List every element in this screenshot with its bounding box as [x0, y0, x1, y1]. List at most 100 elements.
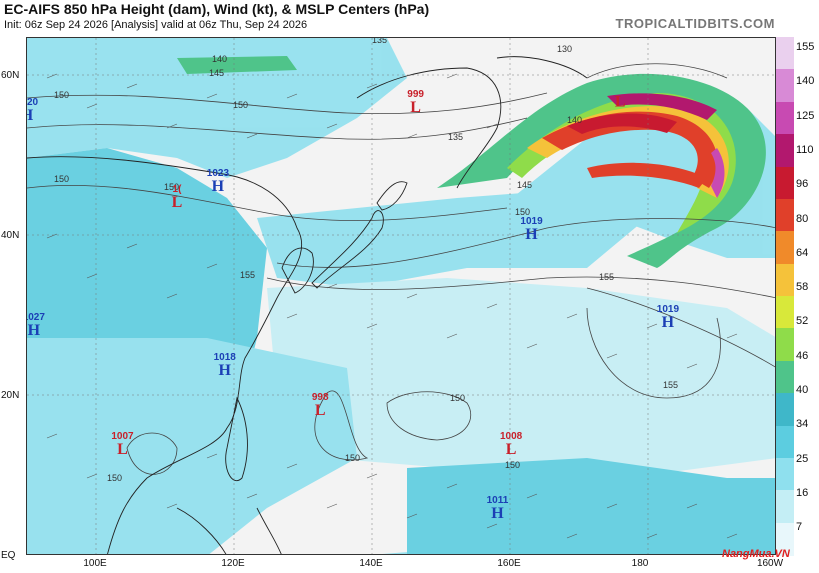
svg-text:155: 155: [240, 270, 255, 280]
wind-barbs: [46, 73, 738, 539]
high-pressure-center: 1027H: [27, 311, 45, 339]
high-pressure-center: 1018 H: [213, 351, 236, 379]
center-symbol: H: [218, 361, 231, 379]
colorbar-segment: [776, 360, 794, 394]
svg-text:140: 140: [212, 54, 227, 64]
center-symbol: L: [117, 441, 128, 459]
pressure-value: 1018: [213, 351, 236, 363]
pressure-value: 1007: [111, 431, 134, 443]
pressure-value: 999: [407, 88, 424, 100]
lon-label: 160W: [756, 558, 784, 569]
colorbar-segment: [776, 296, 794, 329]
colorbar-tick-label: 155: [796, 41, 815, 53]
high-pressure-center: 1019 H: [520, 216, 543, 244]
coastlines: [27, 56, 588, 554]
pressure-value: 998: [311, 391, 329, 403]
svg-text:150: 150: [233, 100, 248, 110]
colorbar-segment: [776, 198, 794, 232]
colorbar-segment: [776, 457, 794, 491]
low-pressure-center: L: [614, 93, 626, 111]
colorbar-tick-label: 25: [796, 452, 809, 465]
pressure-value: 1023: [206, 168, 230, 180]
lat-label: 40N: [1, 230, 20, 241]
low-pressure-center: 999 L: [407, 88, 424, 116]
watermark-logo: NangMua.VN: [722, 548, 790, 560]
lat-label: 60N: [1, 70, 20, 81]
high-pressure-center: 1019 H: [656, 303, 680, 331]
graticule: [27, 38, 775, 554]
colorbar-segment: [776, 425, 794, 459]
svg-text:130: 130: [557, 44, 572, 54]
colorbar-segment: [776, 69, 794, 103]
colorbar-tick-label: 110: [796, 143, 814, 156]
colorbar-tick-label: 80: [796, 212, 809, 225]
center-symbol: H: [525, 226, 538, 244]
lat-label: EQ: [1, 550, 16, 561]
colorbar-tick-label: 58: [796, 281, 809, 294]
colorbar-tick-label: 40: [796, 384, 809, 396]
high-pressure-center: 1020H: [26, 96, 39, 124]
height-contours: [27, 63, 775, 475]
colorbar-tick-label: 7: [796, 521, 803, 534]
colorbar-segment: [776, 101, 794, 135]
weather-map: 135 140 145 150 150 150 150 135 140 145 …: [26, 37, 776, 555]
center-symbol: H: [27, 321, 41, 339]
lon-label: 100E: [83, 558, 107, 569]
svg-text:135: 135: [372, 38, 387, 45]
pressure-value: 1019: [520, 216, 543, 228]
colorbar-tick-label: 125: [796, 109, 815, 122]
colorbar-segment: [776, 231, 794, 265]
colorbar-segment: [776, 37, 794, 70]
svg-text:150: 150: [345, 453, 360, 463]
colorbar-segment: [776, 263, 794, 297]
contour-labels: 135 140 145 150 150 150 150 135 140 145 …: [54, 38, 678, 483]
svg-text:150: 150: [505, 460, 520, 470]
high-pressure-center: 1011 H: [486, 495, 509, 523]
pressure-value: 1(: [172, 184, 182, 196]
svg-text:150: 150: [54, 174, 69, 184]
svg-text:155: 155: [599, 272, 614, 282]
svg-text:145: 145: [517, 180, 532, 190]
center-symbol: L: [410, 98, 421, 116]
pressure-value: 1011: [486, 495, 509, 507]
map-title: EC-AIFS 850 hPa Height (dam), Wind (kt),…: [4, 1, 430, 17]
brand-label: TROPICALTIDBITS.COM: [615, 16, 775, 31]
colorbar-segment: [776, 328, 794, 362]
center-symbol: L: [314, 401, 326, 419]
colorbar-tick-label: 46: [796, 349, 809, 362]
pressure-value: 1008: [499, 431, 523, 443]
low-pressure-center: 1(L: [172, 184, 183, 211]
svg-text:150: 150: [164, 182, 179, 192]
low-pressure-center: 1008 L: [499, 431, 523, 458]
map-canvas: 135 140 145 150 150 150 150 135 140 145 …: [27, 38, 775, 554]
colorbar-segment: [776, 522, 794, 556]
svg-text:135: 135: [448, 132, 463, 142]
pressure-value: 1019: [656, 303, 680, 315]
colorbar-segment: [776, 134, 794, 167]
svg-text:150: 150: [450, 393, 465, 403]
colorbar-tick-label: 16: [796, 486, 809, 499]
wind-speed-colorbar: [776, 37, 794, 556]
svg-text:150: 150: [515, 207, 530, 217]
colorbar-tick-label: 96: [796, 178, 809, 191]
jet-core: [177, 56, 766, 268]
lat-label: 20N: [1, 390, 20, 401]
lon-label: 180: [631, 558, 649, 569]
center-symbol: H: [491, 505, 504, 523]
lon-label: 140E: [359, 558, 383, 569]
center-symbol: L: [614, 93, 626, 111]
center-symbol: H: [27, 107, 38, 123]
svg-text:140: 140: [567, 115, 582, 125]
pressure-value: 1020: [26, 96, 39, 108]
lon-label: 160E: [497, 558, 521, 569]
svg-text:145: 145: [209, 68, 224, 78]
low-pressure-center: 1007 L: [111, 431, 134, 459]
colorbar-tick-label: 64: [796, 246, 809, 259]
map-subtitle: Init: 06z Sep 24 2026 [Analysis] valid a…: [4, 19, 308, 31]
high-pressure-center: 1023 H: [206, 168, 230, 195]
svg-text:150: 150: [54, 90, 69, 100]
pressure-value: 1027: [27, 311, 45, 323]
svg-text:150: 150: [107, 473, 122, 483]
colorbar-segment: [776, 490, 794, 524]
colorbar-segment: [776, 166, 794, 200]
